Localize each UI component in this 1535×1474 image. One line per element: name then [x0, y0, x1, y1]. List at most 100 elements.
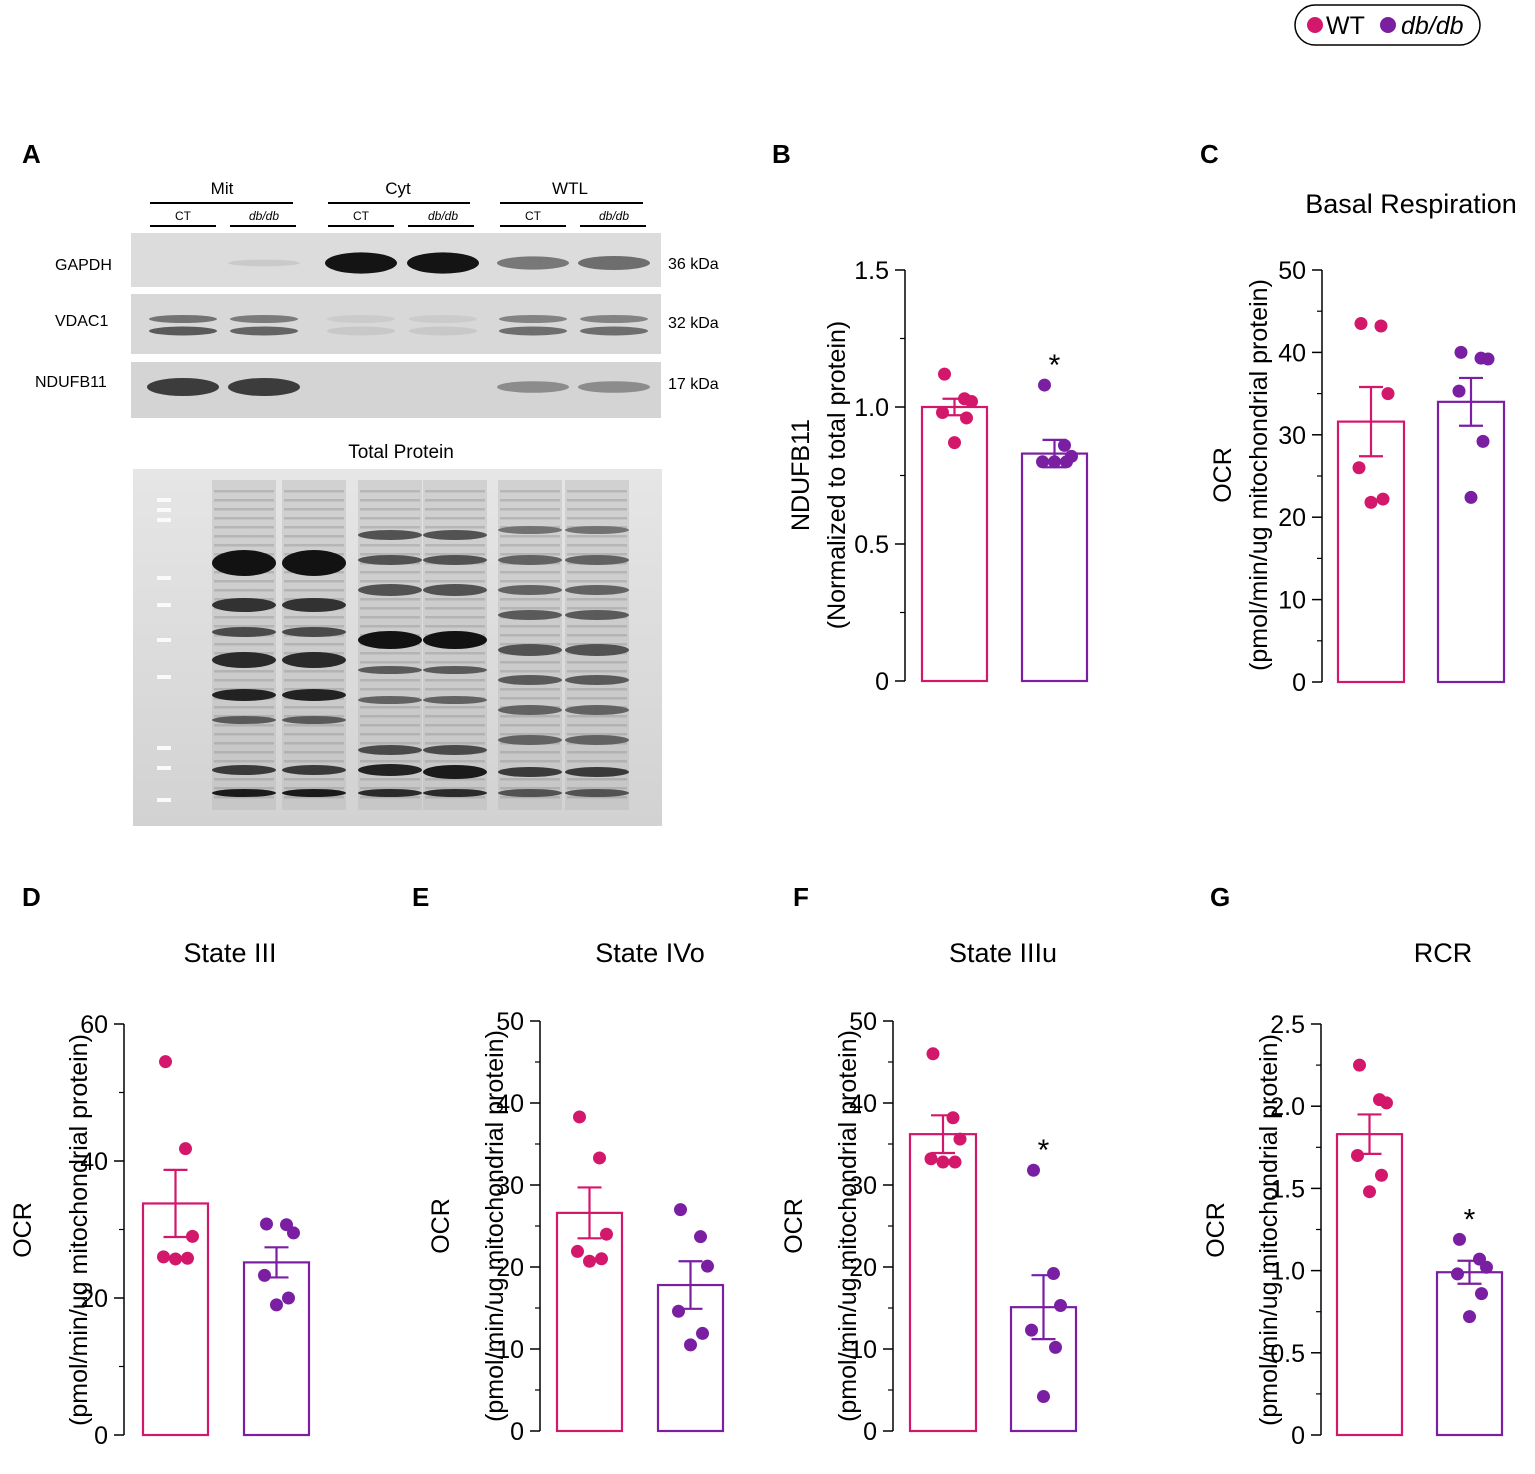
gel-minor-band	[567, 661, 627, 664]
gel-band	[565, 526, 629, 534]
ladder-band	[157, 798, 171, 802]
gel-minor-band	[360, 625, 420, 628]
group-label-wtl: WTL	[552, 179, 588, 198]
data-point	[1380, 1096, 1393, 1110]
gel-minor-band	[360, 598, 420, 601]
gel-minor-band	[284, 625, 344, 628]
gel-minor-band	[500, 697, 560, 700]
y-axis-label: OCR (pmol/min/ug mitochondrial protein)	[1202, 1034, 1283, 1426]
blot-group-headers: Mit Cyt WTL CT db/db CT db/db CT db/db	[150, 179, 646, 227]
chart-f: State IIIu 0 10 20 30 40 50 OCR (pmol/min/ug mit…	[780, 938, 1078, 1446]
y-tick-label: 50	[1278, 257, 1306, 285]
bar-wt	[908, 1133, 978, 1433]
gel-band	[565, 675, 629, 685]
gel-minor-band	[500, 580, 560, 583]
gel-band	[358, 530, 422, 540]
gel-minor-band	[214, 643, 274, 646]
y-axis-label: OCR (pmol/min/ug mitochondrial protein)	[780, 1030, 862, 1422]
y-tick-label: 40	[80, 1148, 108, 1176]
blot-band	[325, 252, 397, 274]
data-point	[672, 1304, 685, 1318]
gel-minor-band	[567, 724, 627, 727]
legend-marker-wt	[1307, 17, 1323, 33]
chart-g: RCR 0 0.5 1.0 1.5 2.0 2.5 OCR (pmol/min/ug mitoc…	[1202, 938, 1504, 1450]
gel-minor-band	[214, 625, 274, 628]
data-point	[1027, 1163, 1040, 1177]
data-point	[1354, 317, 1368, 331]
chart-c: Basal Respiration 0 10 20 30 40 50 OCR (pmol/min…	[1209, 189, 1517, 697]
blot-band	[580, 315, 648, 323]
y-tick-label: 2.5	[1270, 1011, 1305, 1039]
data-point	[258, 1268, 271, 1282]
data-point	[1463, 1310, 1476, 1324]
gel-minor-band	[284, 670, 344, 673]
data-point	[571, 1244, 584, 1258]
y-tick-label: 10	[496, 1336, 524, 1364]
gel-band	[565, 705, 629, 715]
gel-band	[282, 765, 346, 775]
kda-label-ndufb11: 17 kDa	[668, 376, 719, 393]
gel-minor-band	[425, 598, 485, 601]
gel-minor-band	[360, 544, 420, 547]
gel-minor-band	[500, 598, 560, 601]
gel-minor-band	[567, 508, 627, 511]
y-axis-label: OCR (pmol/min/ug mitochondrial protein)	[1209, 279, 1273, 671]
gel-minor-band	[284, 787, 344, 790]
gel-band	[358, 631, 422, 649]
data-point	[948, 1155, 962, 1169]
gel-minor-band	[500, 544, 560, 547]
gel-minor-band	[214, 589, 274, 592]
data-point	[953, 1132, 967, 1146]
gel-minor-band	[284, 526, 344, 529]
y-tick-label: 0	[510, 1418, 524, 1446]
gel-minor-band	[360, 733, 420, 736]
gel-band	[282, 716, 346, 724]
gel-minor-band	[500, 778, 560, 781]
gel-band	[498, 644, 562, 656]
gel-minor-band	[214, 760, 274, 763]
y-axis-label-line: OCR	[780, 1198, 808, 1254]
gel-band	[565, 789, 629, 797]
blot-band	[149, 315, 217, 323]
gel-minor-band	[425, 778, 485, 781]
blot-band	[497, 381, 569, 393]
data-point	[1381, 387, 1395, 401]
gel-band	[565, 610, 629, 620]
gel-minor-band	[500, 571, 560, 574]
gel-minor-band	[425, 607, 485, 610]
data-point	[1376, 492, 1390, 506]
gel-minor-band	[425, 796, 485, 799]
gel-minor-band	[425, 760, 485, 763]
data-point	[593, 1151, 606, 1165]
gel-minor-band	[214, 751, 274, 754]
gel-minor-band	[500, 634, 560, 637]
gel-minor-band	[567, 499, 627, 502]
gel-minor-band	[425, 526, 485, 529]
gel-minor-band	[425, 571, 485, 574]
lane-label: CT	[353, 209, 370, 223]
y-tick-label: 1.5	[854, 257, 889, 285]
data-point	[1452, 384, 1466, 398]
gel-band	[212, 789, 276, 797]
gel-minor-band	[360, 571, 420, 574]
y-tick-label: 0.5	[1270, 1340, 1305, 1368]
gel-band	[212, 598, 276, 612]
gel-minor-band	[567, 697, 627, 700]
gel-minor-band	[567, 787, 627, 790]
gel-minor-band	[284, 742, 344, 745]
chart-title: State IIIu	[949, 938, 1057, 968]
gel-minor-band	[284, 517, 344, 520]
gel-minor-band	[425, 580, 485, 583]
gel-band	[565, 555, 629, 565]
panel-label-e: E	[412, 882, 429, 912]
kda-label-vdac1: 32 kDa	[668, 315, 719, 332]
gel-minor-band	[284, 499, 344, 502]
gel-minor-band	[567, 544, 627, 547]
gel-minor-band	[214, 778, 274, 781]
lane-label: db/db	[249, 209, 279, 223]
y-axis-label-line: (pmol/min/ug mitochondrial protein)	[1245, 279, 1273, 671]
gel-minor-band	[425, 724, 485, 727]
data-point	[169, 1252, 182, 1266]
gel-minor-band	[214, 616, 274, 619]
gel-band	[358, 789, 422, 797]
